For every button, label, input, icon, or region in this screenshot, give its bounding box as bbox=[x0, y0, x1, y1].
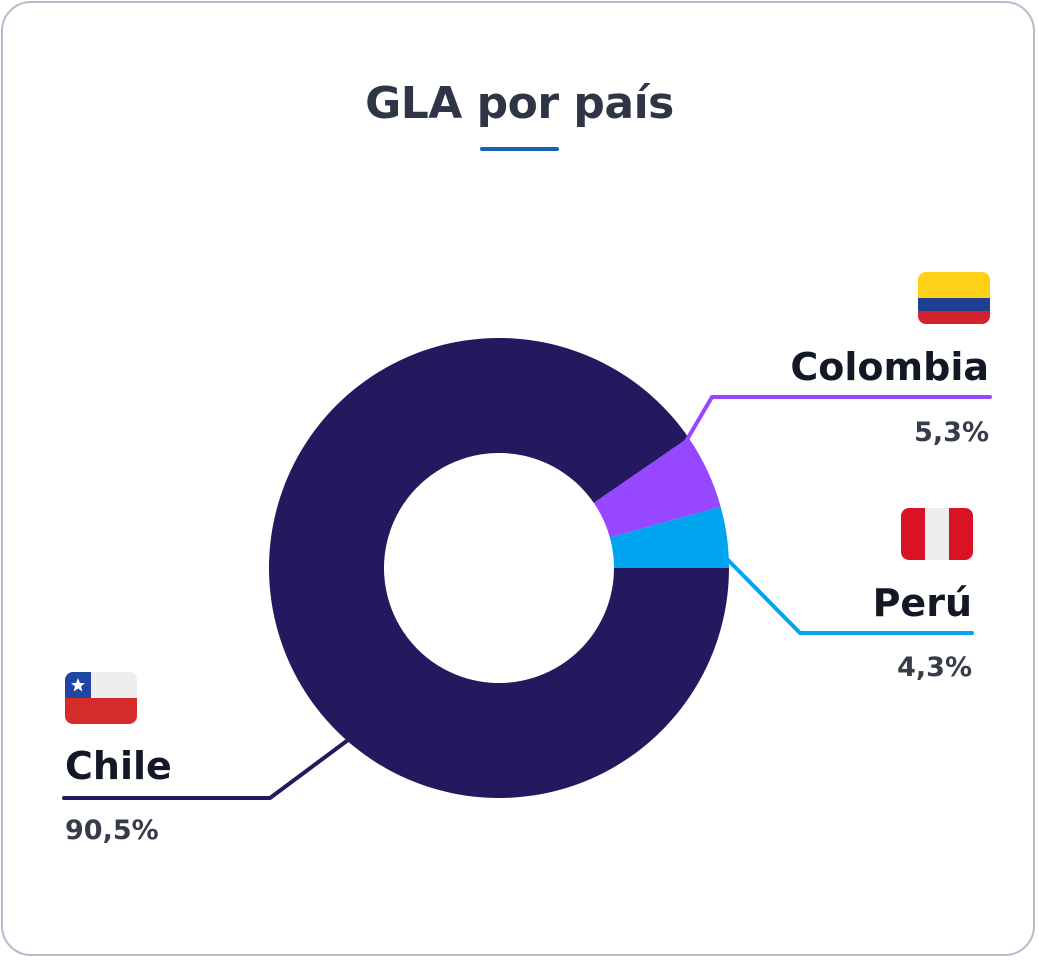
colombia-flag-icon bbox=[918, 272, 990, 324]
chile-value: 90,5% bbox=[65, 815, 159, 846]
chile-leader-line bbox=[62, 738, 350, 800]
peru-value: 4,3% bbox=[897, 652, 972, 683]
title-underline bbox=[480, 147, 559, 151]
peru-leader-line bbox=[726, 558, 974, 635]
colombia-value: 5,3% bbox=[914, 417, 989, 448]
chart-title: GLA por país bbox=[365, 78, 674, 129]
donut-segment-peru bbox=[609, 506, 729, 568]
peru-label: Perú bbox=[872, 581, 972, 625]
star-icon bbox=[71, 678, 85, 692]
colombia-label: Colombia bbox=[790, 345, 989, 389]
donut-segment-colombia bbox=[593, 437, 721, 538]
chile-flag-icon bbox=[65, 672, 137, 724]
donut-segment-chile bbox=[268, 337, 729, 798]
colombia-leader-line bbox=[660, 395, 992, 484]
donut-segments bbox=[268, 337, 729, 798]
peru-flag-icon bbox=[901, 508, 973, 560]
chile-label: Chile bbox=[65, 744, 172, 788]
